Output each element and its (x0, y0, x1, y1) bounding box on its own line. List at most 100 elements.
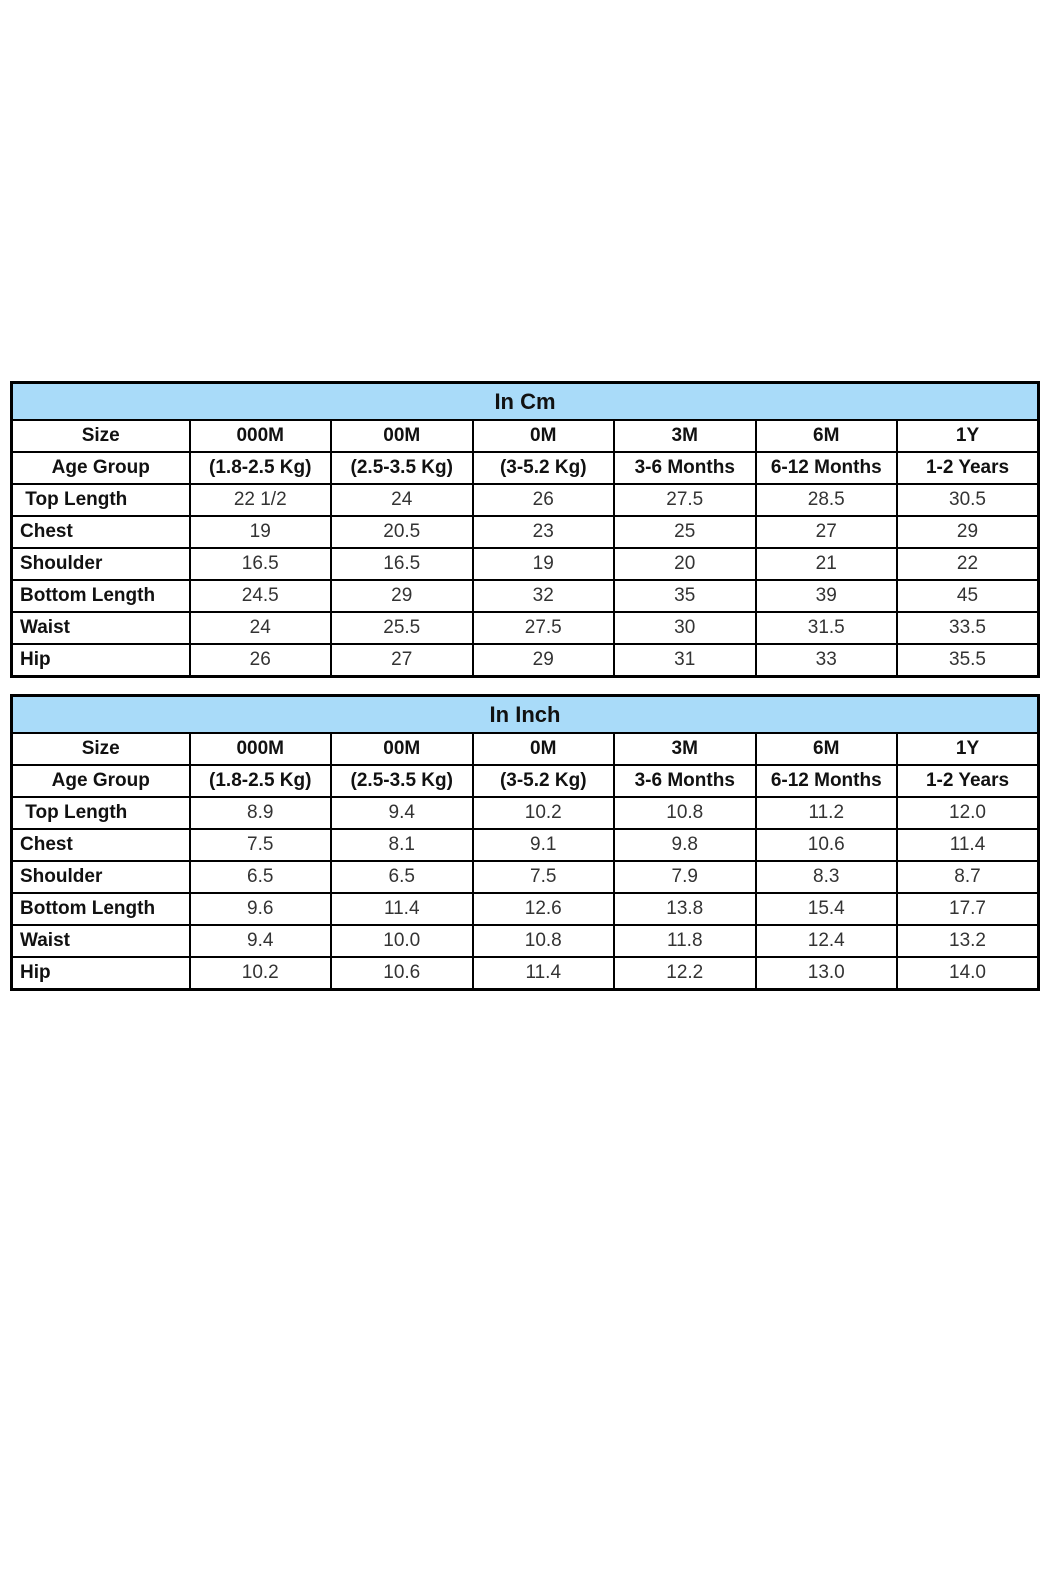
size-col-header: 3M (613, 732, 757, 766)
measurement-value: 9.1 (471, 828, 615, 862)
size-col-header: 000M (188, 419, 332, 453)
measurement-value: 31 (613, 643, 757, 678)
measurement-value: 7.5 (471, 860, 615, 894)
table-row: Shoulder 6.5 6.5 7.5 7.9 8.3 8.7 (10, 860, 1040, 894)
measurement-value: 7.9 (613, 860, 757, 894)
table-title-row: In Cm (10, 381, 1040, 421)
measurement-label: Bottom Length (10, 579, 191, 613)
measurement-label: Top Length (10, 796, 191, 830)
table-gap (10, 678, 1040, 694)
size-col-header: 0M (471, 419, 615, 453)
measurement-value: 27 (754, 515, 898, 549)
size-col-header: 00M (330, 419, 474, 453)
measurement-value: 10.8 (471, 924, 615, 958)
measurement-value: 14.0 (896, 956, 1040, 991)
measurement-value: 27 (330, 643, 474, 678)
measurement-value: 12.6 (471, 892, 615, 926)
measurement-value: 30 (613, 611, 757, 645)
measurement-value: 25.5 (330, 611, 474, 645)
measurement-value: 10.2 (471, 796, 615, 830)
measurement-label: Chest (10, 515, 191, 549)
size-row-label: Size (10, 732, 191, 766)
size-header-row: Size 000M 00M 0M 3M 6M 1Y (10, 419, 1040, 453)
age-group-col-header: (2.5-3.5 Kg) (330, 764, 474, 798)
measurement-value: 17.7 (896, 892, 1040, 926)
measurement-value: 19 (188, 515, 332, 549)
age-group-col-header: (3-5.2 Kg) (471, 451, 615, 485)
table-row: Waist 9.4 10.0 10.8 11.8 12.4 13.2 (10, 924, 1040, 958)
measurement-label: Chest (10, 828, 191, 862)
table-row: Chest 7.5 8.1 9.1 9.8 10.6 11.4 (10, 828, 1040, 862)
measurement-value: 12.2 (613, 956, 757, 991)
age-group-header-row: Age Group (1.8-2.5 Kg) (2.5-3.5 Kg) (3-5.2 … (10, 764, 1040, 798)
measurement-value: 33.5 (896, 611, 1040, 645)
measurement-value: 11.4 (896, 828, 1040, 862)
measurement-value: 23 (471, 515, 615, 549)
measurement-value: 16.5 (330, 547, 474, 581)
table-row: Waist 24 25.5 27.5 30 31.5 33.5 (10, 611, 1040, 645)
table-row: Bottom Length 24.5 29 32 35 39 45 (10, 579, 1040, 613)
measurement-value: 27.5 (613, 483, 757, 517)
measurement-value: 29 (330, 579, 474, 613)
age-group-col-header: 6-12 Months (754, 764, 898, 798)
measurement-value: 8.1 (330, 828, 474, 862)
measurement-value: 22 1/2 (188, 483, 332, 517)
age-group-col-header: 3-6 Months (613, 764, 757, 798)
measurement-value: 10.8 (613, 796, 757, 830)
measurement-value: 28.5 (754, 483, 898, 517)
measurement-value: 13.2 (896, 924, 1040, 958)
age-group-col-header: (1.8-2.5 Kg) (188, 764, 332, 798)
table-row: Bottom Length 9.6 11.4 12.6 13.8 15.4 17.7 (10, 892, 1040, 926)
measurement-label: Bottom Length (10, 892, 191, 926)
measurement-value: 9.6 (188, 892, 332, 926)
measurement-value: 19 (471, 547, 615, 581)
measurement-value: 29 (471, 643, 615, 678)
measurement-value: 8.7 (896, 860, 1040, 894)
table-row: Top Length 22 1/2 24 26 27.5 28.5 30.5 (10, 483, 1040, 517)
measurement-value: 25 (613, 515, 757, 549)
age-group-col-header: (1.8-2.5 Kg) (188, 451, 332, 485)
size-charts: In Cm Size 000M 00M 0M 3M 6M 1Y Age Group (1.8-2.… (10, 381, 1040, 991)
size-col-header: 1Y (896, 419, 1040, 453)
measurement-value: 11.8 (613, 924, 757, 958)
measurement-label: Waist (10, 924, 191, 958)
table-row: Hip 26 27 29 31 33 35.5 (10, 643, 1040, 678)
measurement-value: 10.0 (330, 924, 474, 958)
measurement-value: 24.5 (188, 579, 332, 613)
age-group-col-header: 1-2 Years (896, 764, 1040, 798)
measurement-value: 27.5 (471, 611, 615, 645)
measurement-value: 26 (188, 643, 332, 678)
measurement-value: 8.3 (754, 860, 898, 894)
measurement-value: 13.8 (613, 892, 757, 926)
measurement-value: 9.8 (613, 828, 757, 862)
measurement-label: Shoulder (10, 547, 191, 581)
size-col-header: 00M (330, 732, 474, 766)
age-group-header-row: Age Group (1.8-2.5 Kg) (2.5-3.5 Kg) (3-5.2 … (10, 451, 1040, 485)
size-col-header: 0M (471, 732, 615, 766)
measurement-value: 9.4 (188, 924, 332, 958)
measurement-value: 11.2 (754, 796, 898, 830)
measurement-value: 13.0 (754, 956, 898, 991)
measurement-value: 29 (896, 515, 1040, 549)
measurement-label: Hip (10, 643, 191, 678)
measurement-value: 12.0 (896, 796, 1040, 830)
measurement-value: 12.4 (754, 924, 898, 958)
age-group-col-header: (3-5.2 Kg) (471, 764, 615, 798)
age-group-col-header: 6-12 Months (754, 451, 898, 485)
measurement-value: 8.9 (188, 796, 332, 830)
measurement-label: Waist (10, 611, 191, 645)
table-row: Top Length 8.9 9.4 10.2 10.8 11.2 12.0 (10, 796, 1040, 830)
table-title-row: In Inch (10, 694, 1040, 734)
table-title: In Cm (10, 381, 1040, 421)
measurement-value: 26 (471, 483, 615, 517)
measurement-value: 33 (754, 643, 898, 678)
measurement-value: 45 (896, 579, 1040, 613)
size-col-header: 3M (613, 419, 757, 453)
age-group-col-header: (2.5-3.5 Kg) (330, 451, 474, 485)
table-title: In Inch (10, 694, 1040, 734)
measurement-value: 10.6 (754, 828, 898, 862)
size-header-row: Size 000M 00M 0M 3M 6M 1Y (10, 732, 1040, 766)
measurement-label: Top Length (10, 483, 191, 517)
measurement-value: 21 (754, 547, 898, 581)
size-row-label: Size (10, 419, 191, 453)
